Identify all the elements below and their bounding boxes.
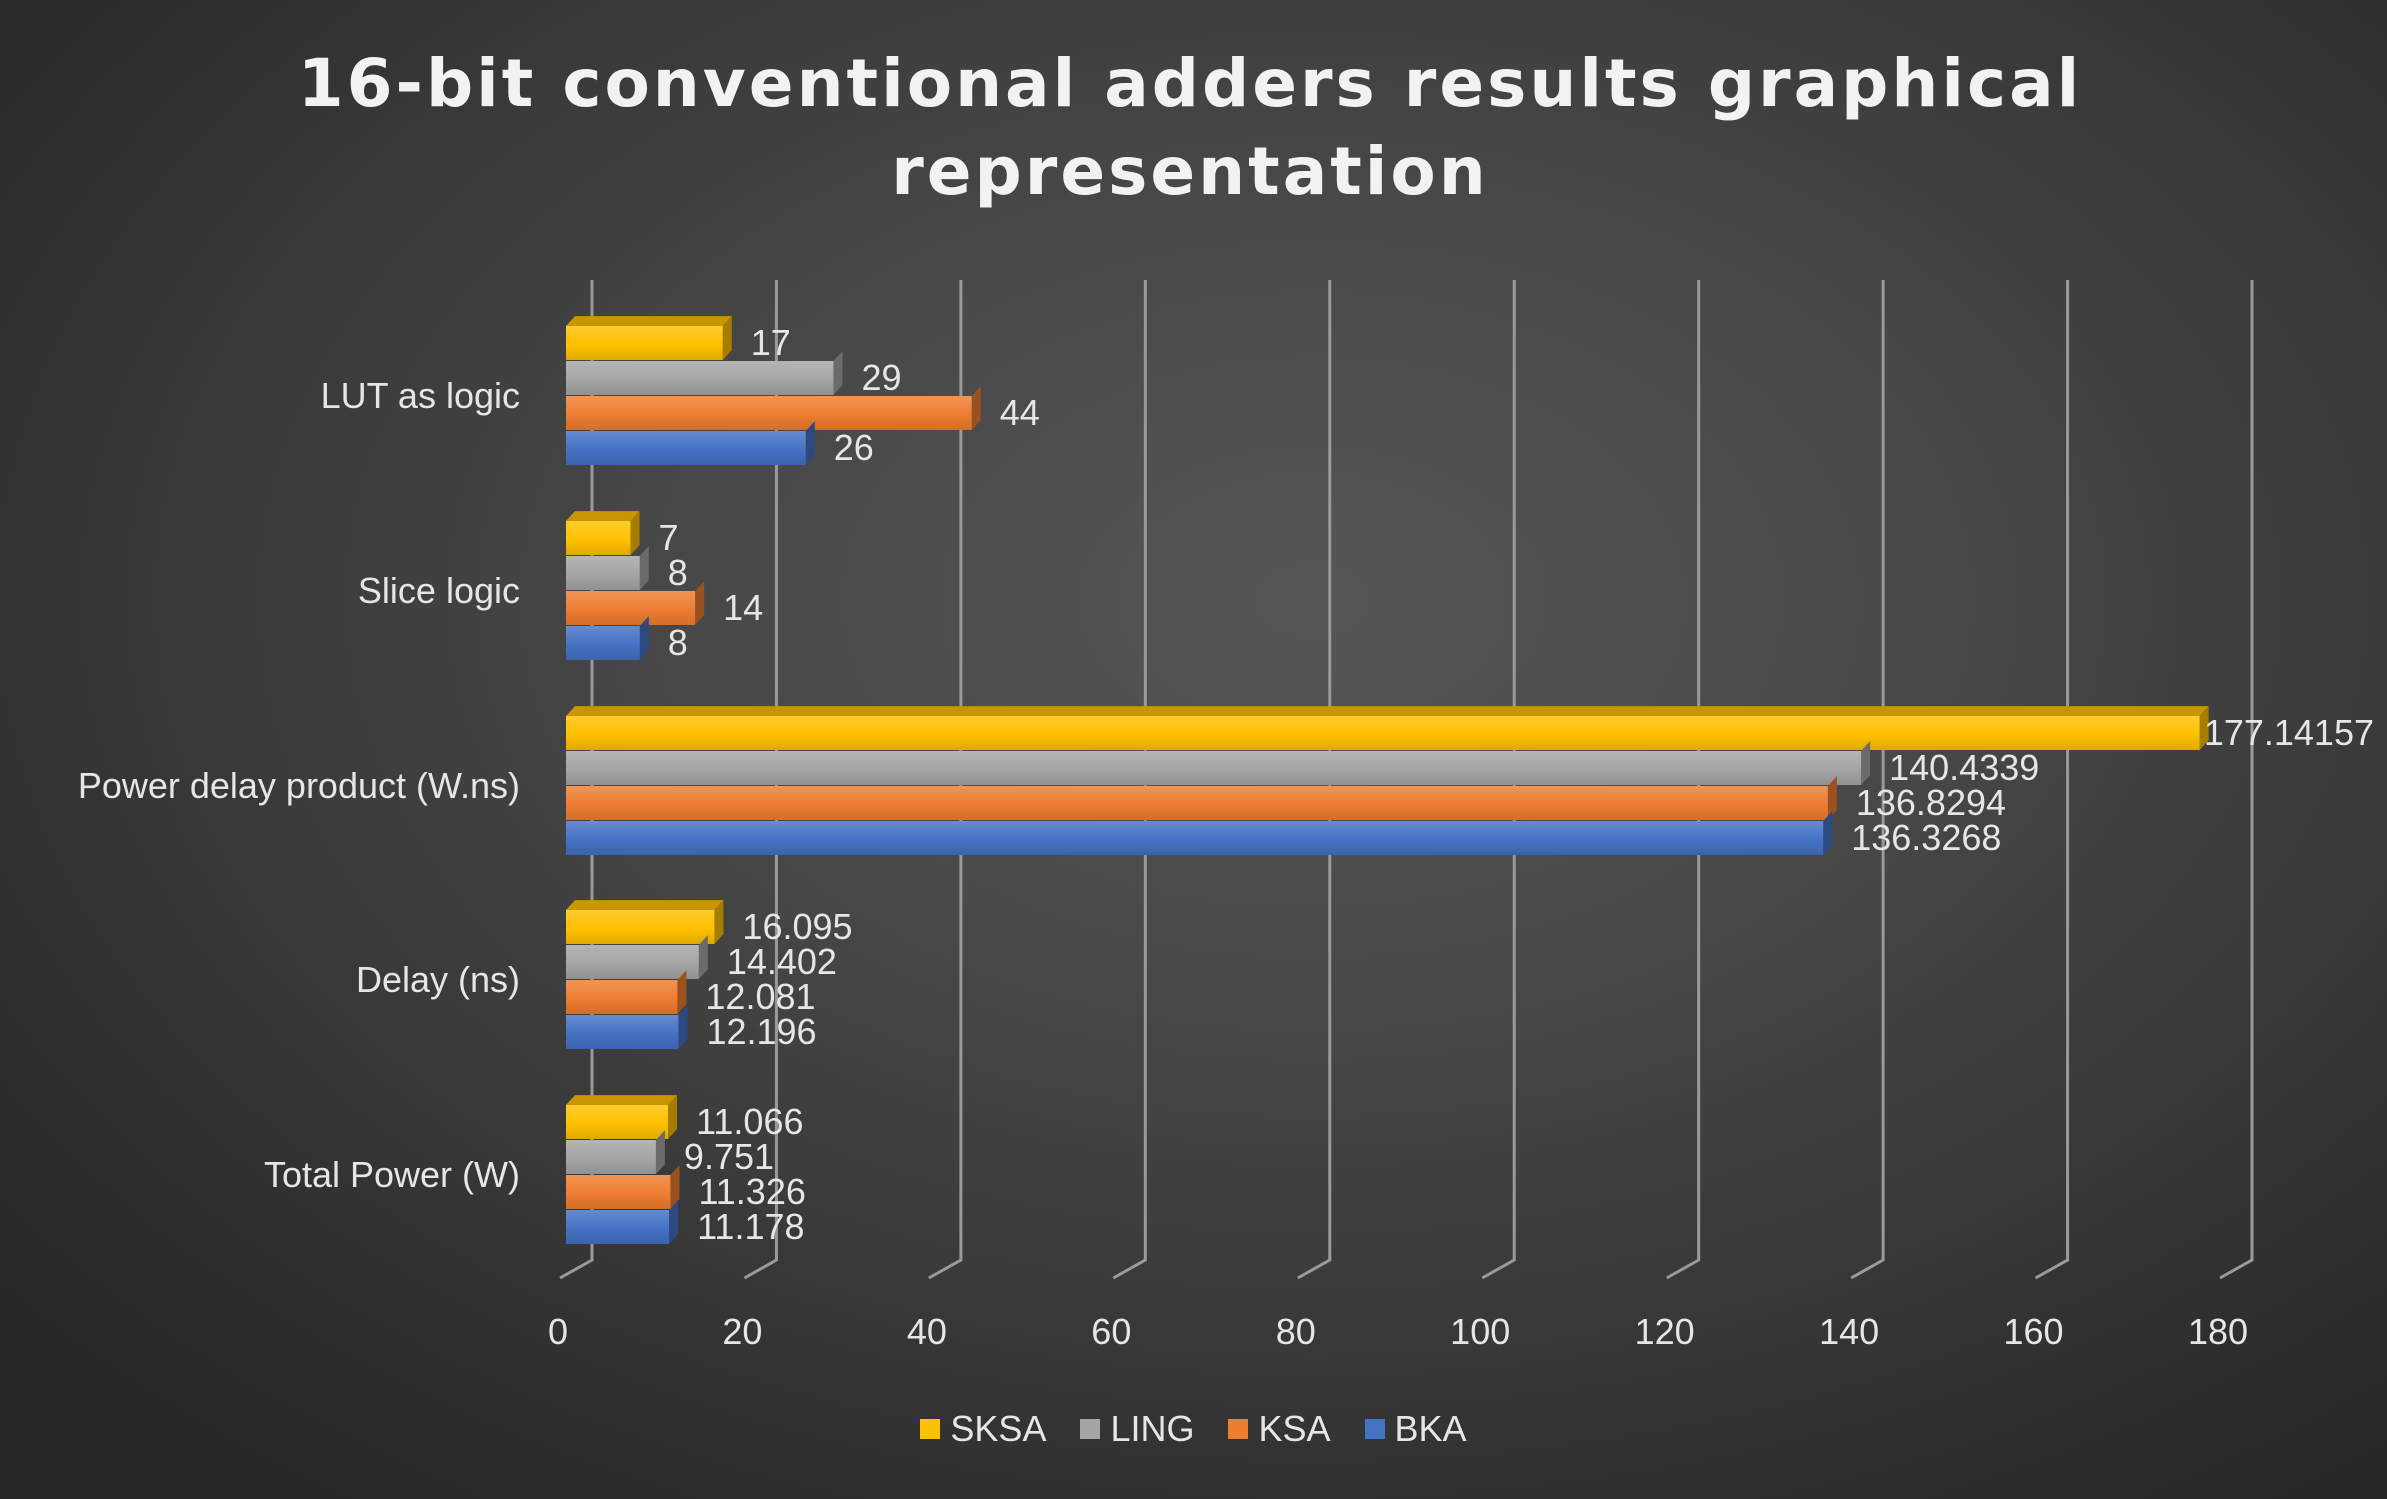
gridline: [1481, 280, 1516, 1280]
bar-sksa: [566, 316, 732, 360]
category-label: Delay (ns): [356, 959, 520, 1000]
gridline: [2219, 280, 2254, 1280]
legend-label: KSA: [1258, 1408, 1331, 1449]
category-label: Power delay product (W.ns): [78, 765, 520, 806]
bar-sksa: [566, 900, 724, 944]
bar-bka: [566, 421, 815, 465]
bar-sksa: [566, 1095, 678, 1139]
data-label: 11.066: [696, 1101, 803, 1142]
bar-sksa: [566, 511, 640, 555]
category-label: Slice logic: [358, 570, 520, 611]
data-label: 11.326: [698, 1171, 805, 1212]
bar-bka: [566, 616, 649, 660]
chart-title: 16-bit conventional adders results graph…: [297, 45, 2083, 210]
data-label: 8: [668, 622, 688, 663]
legend-label: LING: [1110, 1408, 1195, 1449]
legend-item-bka: BKA: [1364, 1408, 1467, 1450]
legend-label: BKA: [1394, 1408, 1467, 1449]
x-tick-label: 0: [548, 1311, 568, 1352]
gridline: [1297, 280, 1332, 1280]
x-tick-label: 180: [2188, 1311, 2248, 1352]
bar-ling: [566, 741, 1871, 785]
bar-ksa: [566, 386, 981, 430]
legend-swatch: [920, 1419, 941, 1439]
bar-ksa: [566, 581, 705, 625]
category-label: Total Power (W): [264, 1154, 520, 1195]
gridline: [1665, 280, 1701, 1280]
data-label: 16.095: [742, 906, 852, 947]
bar-ksa: [566, 1165, 680, 1209]
bar-ling: [566, 546, 649, 590]
legend-swatch: [1080, 1419, 1101, 1439]
gridline: [1850, 280, 1885, 1280]
data-label: 44: [1000, 392, 1040, 433]
data-label: 14.402: [727, 941, 837, 982]
data-label: 12.196: [706, 1011, 816, 1052]
data-label: 140.4339: [1889, 747, 2039, 788]
x-tick-label: 60: [1091, 1311, 1131, 1352]
x-tick-label: 120: [1635, 1311, 1695, 1352]
bar-ksa: [566, 776, 1837, 820]
data-label: 7: [659, 517, 679, 558]
chart-legend: SKSA LING KSA BKA: [0, 1408, 2387, 1450]
bar-ling: [566, 351, 843, 395]
data-label: 26: [834, 427, 874, 468]
x-tick-label: 100: [1450, 1311, 1510, 1352]
data-label: 177.14157: [2204, 712, 2374, 753]
bar-ling: [566, 935, 708, 979]
gridline: [743, 280, 778, 1280]
bar-bka: [566, 811, 1833, 855]
category-label: LUT as logic: [321, 375, 520, 416]
data-label: 29: [861, 357, 901, 398]
bar-bka: [566, 1005, 688, 1049]
x-tick-label: 140: [1819, 1311, 1879, 1352]
legend-item-ksa: KSA: [1228, 1408, 1331, 1450]
x-tick-label: 40: [907, 1311, 947, 1352]
data-label: 9.751: [684, 1136, 774, 1177]
bar-ling: [566, 1130, 665, 1174]
legend-label: SKSA: [950, 1408, 1047, 1449]
gridline: [928, 280, 963, 1280]
legend-item-ling: LING: [1080, 1408, 1194, 1450]
x-tick-label: 20: [722, 1311, 762, 1352]
data-label: 12.081: [705, 976, 815, 1017]
x-tick-label: 80: [1276, 1311, 1316, 1352]
legend-item-sksa: SKSA: [920, 1408, 1046, 1450]
legend-swatch: [1364, 1419, 1385, 1439]
bar-ksa: [566, 970, 687, 1014]
data-label: 14: [723, 587, 763, 628]
data-label: 11.178: [697, 1206, 804, 1247]
gridline: [2034, 280, 2070, 1280]
bar-bka: [566, 1200, 679, 1244]
data-label: 8: [668, 552, 688, 593]
bar-sksa: [566, 706, 2209, 750]
gridline: [1112, 280, 1147, 1280]
data-label: 17: [751, 322, 791, 363]
x-tick-label: 160: [2004, 1311, 2064, 1352]
legend-swatch: [1228, 1419, 1249, 1439]
data-label: 136.3268: [1851, 817, 2001, 858]
data-label: 136.8294: [1856, 782, 2006, 823]
